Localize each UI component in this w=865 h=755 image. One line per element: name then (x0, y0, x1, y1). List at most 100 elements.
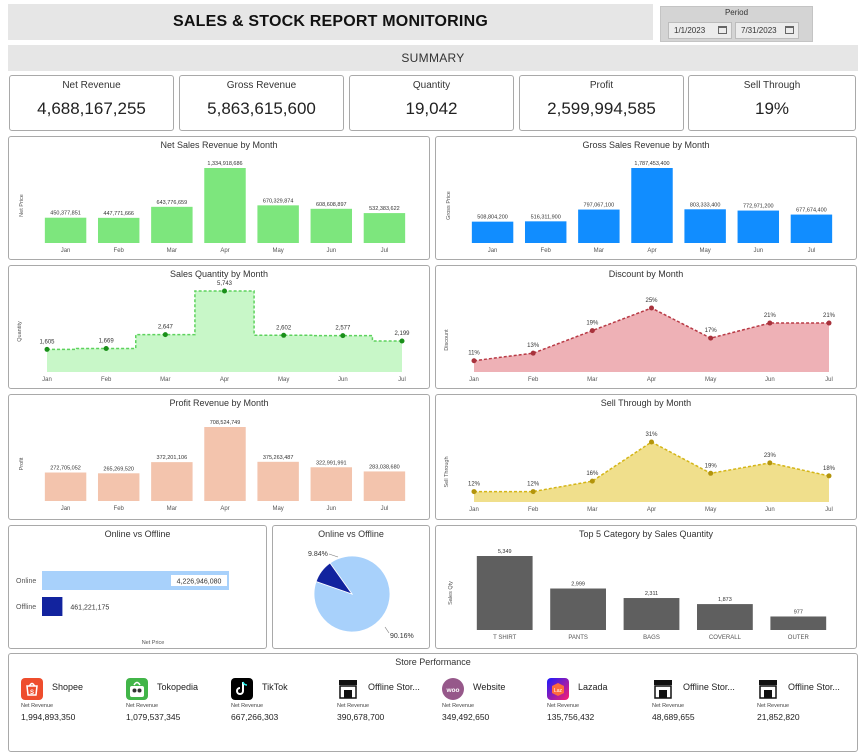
gross-sales-chart: Gross Price 508,804,200 Jan 516,311,900 Feb 7… (446, 161, 833, 254)
kpi-value: 5,863,615,600 (207, 99, 316, 118)
bar (623, 598, 680, 630)
gross-sales-chart-panel[interactable]: Gross Sales Revenue by Month Gross Price… (435, 136, 857, 260)
summary-banner: SUMMARY (8, 45, 858, 71)
bar (204, 168, 246, 243)
tokopedia-icon (126, 678, 148, 700)
bar (44, 217, 87, 243)
period-slicer: Period 1/1/2023 7/31/2023 (660, 6, 813, 42)
bar (97, 473, 140, 501)
x-tick-label: Jul (808, 248, 816, 254)
bar (737, 210, 780, 243)
data-label: 31% (645, 432, 658, 438)
data-point (340, 333, 346, 339)
data-label: 23% (764, 453, 777, 459)
chart-title: Gross Sales Revenue by Month (582, 140, 710, 150)
calendar-icon[interactable] (718, 26, 727, 34)
data-label-background (171, 575, 227, 586)
chart-title: Sell Through by Month (600, 398, 692, 408)
store-card-tiktok[interactable]: TikTok Net Revenue 667,266,303 (231, 678, 335, 728)
chart-title: Discount by Month (608, 269, 684, 279)
x-tick-label: Apr (220, 506, 229, 512)
kpi-card-profit[interactable]: Profit 2,599,994,585 (519, 75, 684, 131)
data-label: 677,674,400 (796, 208, 827, 214)
data-label: 21% (823, 313, 836, 319)
store-value: 349,492,650 (442, 712, 490, 722)
data-point (589, 328, 595, 334)
store-value: 390,678,700 (337, 712, 385, 722)
top5-category-panel[interactable]: Top 5 Category by Sales Quantity Sales Q… (435, 525, 857, 649)
x-tick-label: COVERALL (709, 635, 742, 641)
data-label: 532,383,622 (369, 206, 400, 212)
x-tick-label: Jul (825, 507, 833, 513)
data-point (281, 332, 287, 338)
x-tick-label: Jun (326, 248, 336, 254)
discount-chart-panel[interactable]: Discount by Month Discount 11% Jan 13% Feb 19… (435, 265, 857, 389)
kpi-card-net-revenue[interactable]: Net Revenue 4,688,167,255 (9, 75, 174, 131)
period-end-input[interactable]: 7/31/2023 (735, 22, 799, 39)
x-tick-label: Jan (61, 506, 71, 512)
kpi-label: Sell Through (743, 80, 801, 91)
store-icon (652, 678, 674, 700)
online-offline-bar-panel[interactable]: Online vs Offline Online 4,226,946,080 Off… (8, 525, 267, 649)
bar (631, 168, 673, 243)
data-point (222, 288, 227, 294)
x-tick-label: Jul (381, 248, 389, 254)
bar (363, 471, 406, 501)
data-label: 90.16% (390, 633, 414, 640)
store-card-offline-2[interactable]: Offline Stor... Net Revenue 48,689,655 (652, 678, 756, 728)
sell-through-chart-panel[interactable]: Sell Through by Month Sell Through 12% Jan… (435, 394, 857, 520)
discount-chart: Discount 11% Jan 13% Feb 19% Mar 25% Apr 17% May 21… (444, 298, 836, 383)
store-performance-panel: Store Performance S Shopee Net Revenue 1… (8, 653, 858, 752)
bar (363, 213, 406, 243)
area-fill (474, 308, 829, 372)
store-card-shopee[interactable]: S Shopee Net Revenue 1,994,893,350 (21, 678, 125, 728)
x-tick-label: PANTS (568, 635, 588, 641)
data-label: 450,377,851 (50, 211, 81, 217)
store-sub-label: Net Revenue (442, 703, 475, 709)
bar (151, 206, 193, 243)
profit-chart-panel[interactable]: Profit Revenue by Month Profit 272,705,05… (8, 394, 430, 520)
period-start-input[interactable]: 1/1/2023 (668, 22, 732, 39)
kpi-value: 19% (754, 99, 790, 118)
store-name: Tokopedia (157, 682, 199, 692)
y-tick-label: Offline (16, 604, 36, 611)
data-label: 1,669 (99, 338, 115, 344)
store-sub-label: Net Revenue (21, 703, 54, 709)
x-tick-label: May (278, 377, 289, 383)
x-tick-label: Jun (338, 377, 348, 383)
data-label: 670,329,874 (263, 198, 294, 204)
x-tick-label: Jan (469, 377, 479, 383)
data-label: 608,608,897 (316, 202, 347, 208)
store-name: Offline Stor... (788, 682, 840, 692)
data-label: 13% (527, 343, 540, 349)
online-offline-pie-panel[interactable]: Online vs Offline 90.16% 9.84% (272, 525, 430, 649)
area-fill (474, 442, 829, 502)
store-card-offline-3[interactable]: Offline Stor... Net Revenue 21,852,820 (757, 678, 861, 728)
x-tick-label: May (272, 506, 283, 512)
store-card-lazada[interactable]: Laz Lazada Net Revenue 135,756,432 (547, 678, 651, 728)
bar (44, 472, 87, 501)
kpi-card-sell-through[interactable]: Sell Through 19% (688, 75, 856, 131)
kpi-card-gross-revenue[interactable]: Gross Revenue 5,863,615,600 (179, 75, 344, 131)
store-card-offline-1[interactable]: Offline Stor... Net Revenue 390,678,700 (337, 678, 441, 728)
store-sub-label: Net Revenue (337, 703, 370, 709)
data-label: 772,971,200 (743, 204, 774, 210)
store-name: Lazada (578, 682, 608, 692)
bar (97, 217, 140, 243)
sales-quantity-chart-panel[interactable]: Sales Quantity by Month Quantity 1,605 Jan… (8, 265, 430, 389)
store-card-website[interactable]: woo Website Net Revenue 349,492,650 (442, 678, 546, 728)
data-point (767, 460, 773, 466)
store-card-tokopedia[interactable]: Tokopedia Net Revenue 1,079,537,345 (126, 678, 230, 728)
x-tick-label: May (705, 377, 716, 383)
y-tick-label: Online (16, 578, 36, 585)
net-sales-chart-panel[interactable]: Net Sales Revenue by Month Net Price 450,… (8, 136, 430, 260)
data-label: 265,269,520 (103, 466, 134, 472)
kpi-label: Quantity (412, 80, 451, 91)
kpi-card-quantity[interactable]: Quantity 19,042 (349, 75, 514, 131)
data-point (471, 358, 477, 364)
calendar-icon[interactable] (785, 26, 794, 34)
x-tick-label: Jul (381, 506, 389, 512)
data-point (826, 320, 832, 326)
x-tick-label: Apr (220, 377, 229, 383)
kpi-value: 4,688,167,255 (37, 99, 146, 118)
